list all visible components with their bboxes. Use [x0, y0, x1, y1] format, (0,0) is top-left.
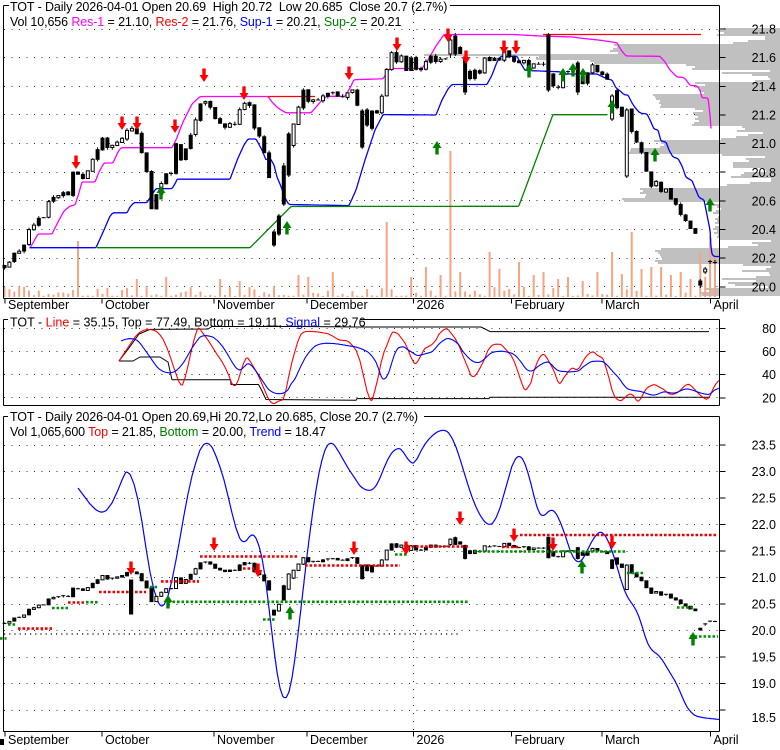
svg-text:2026: 2026: [417, 298, 445, 312]
svg-text:19.0: 19.0: [752, 677, 776, 691]
svg-text:Vol 10,656 Res-1 = 21.10, Res-: Vol 10,656 Res-1 = 21.10, Res-2 = 21.76,…: [10, 15, 402, 29]
svg-text:19.5: 19.5: [752, 651, 776, 665]
svg-text:Vol 1,065,600 Top = 21.85, Bot: Vol 1,065,600 Top = 21.85, Bottom = 20.0…: [10, 425, 326, 439]
svg-text:March: March: [605, 733, 640, 745]
svg-text:December: December: [310, 298, 368, 312]
svg-text:40: 40: [762, 368, 776, 382]
svg-text:20.0: 20.0: [752, 624, 776, 638]
svg-text:22.5: 22.5: [752, 492, 776, 506]
svg-text:October: October: [105, 733, 149, 745]
svg-text:23.0: 23.0: [752, 465, 776, 479]
svg-text:60: 60: [762, 345, 776, 359]
svg-text:20.8: 20.8: [752, 166, 776, 180]
svg-text:21.2: 21.2: [752, 108, 776, 122]
svg-text:20: 20: [762, 391, 776, 405]
svg-text:21.4: 21.4: [752, 80, 776, 94]
svg-text:TOT - Daily 2026-04-01 Open 20: TOT - Daily 2026-04-01 Open 20.69,Hi 20.…: [10, 410, 418, 424]
svg-text:October: October: [105, 298, 149, 312]
svg-text:April: April: [714, 733, 739, 745]
svg-text:21.6: 21.6: [752, 51, 776, 65]
svg-text:21.5: 21.5: [752, 545, 776, 559]
svg-text:November: November: [217, 733, 275, 745]
svg-text:21.0: 21.0: [752, 571, 776, 585]
svg-text:December: December: [310, 733, 368, 745]
svg-text:20.4: 20.4: [752, 223, 776, 237]
svg-text:March: March: [605, 298, 640, 312]
svg-text:April: April: [714, 298, 739, 312]
svg-text:September: September: [8, 733, 69, 745]
svg-text:21.0: 21.0: [752, 137, 776, 151]
svg-text:80: 80: [762, 322, 776, 336]
svg-text:20.2: 20.2: [752, 252, 776, 266]
svg-text:November: November: [217, 298, 275, 312]
svg-text:20.0: 20.0: [752, 280, 776, 294]
svg-text:September: September: [8, 298, 69, 312]
svg-text:18.5: 18.5: [752, 711, 776, 725]
svg-text:20.6: 20.6: [752, 194, 776, 208]
svg-text:TOT - Daily 2026-04-01 Open 20: TOT - Daily 2026-04-01 Open 20.69 High 2…: [10, 0, 447, 14]
svg-text:2026: 2026: [417, 733, 445, 745]
svg-text:TOT - Line = 35.15, Top = 77.4: TOT - Line = 35.15, Top = 77.49, Bottom …: [10, 316, 366, 330]
svg-text:21.8: 21.8: [752, 23, 776, 37]
svg-text:February: February: [515, 733, 566, 745]
svg-text:22.0: 22.0: [752, 518, 776, 532]
svg-text:February: February: [515, 298, 566, 312]
svg-text:23.5: 23.5: [752, 439, 776, 453]
svg-text:20.5: 20.5: [752, 598, 776, 612]
